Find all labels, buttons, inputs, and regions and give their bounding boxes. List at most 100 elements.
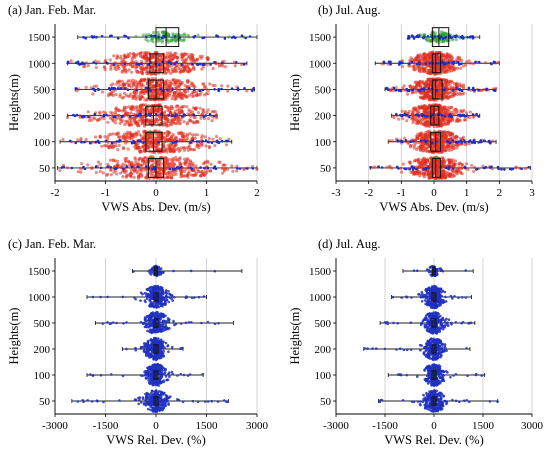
outlier-point [148,114,152,117]
data-point [140,159,144,163]
data-point [134,147,138,151]
data-point [148,141,152,145]
outlier-point [129,115,132,118]
data-point [86,110,90,114]
data-point [158,65,162,69]
data-point [496,60,500,64]
data-point [133,156,137,160]
data-point [117,62,121,67]
data-point [91,140,95,144]
data-point [196,110,200,115]
outlier-point [74,87,78,90]
outlier-point [213,165,217,168]
data-point [179,53,183,57]
data-point [441,160,445,164]
data-point [464,162,469,166]
data-point [171,133,175,137]
outlier-point [426,35,430,38]
data-point [186,121,190,125]
data-point [134,122,138,126]
data-point [441,147,445,151]
data-point [157,114,161,118]
data-point [187,145,191,150]
data-point [514,166,518,170]
data-point [445,112,449,116]
outlier-point [417,89,420,92]
data-point [98,169,102,173]
data-point [164,156,168,160]
data-point [419,96,423,100]
data-point [400,170,404,174]
outlier-point [488,139,491,143]
data-point [195,93,199,97]
y-axis-label: Heights(m) [288,74,302,131]
outlier-point [126,88,130,91]
data-point [193,136,197,140]
data-point [452,113,456,117]
outlier-point [202,115,206,119]
data-point [79,137,83,141]
data-point [134,97,138,101]
data-point [197,169,201,173]
data-point [131,134,135,138]
data-point [123,67,127,71]
y-tick-label: 200 [34,111,51,123]
outlier-point [154,113,158,116]
data-point [423,56,428,60]
data-point [426,123,430,127]
x-axis-label: VWS Abs. Dev. (m/s) [379,200,488,214]
data-point [176,63,180,68]
outlier-point [451,139,455,142]
data-point [125,81,129,85]
data-point [168,53,173,57]
data-point [174,90,179,95]
outlier-point [510,168,513,171]
data-point [373,165,377,169]
data-point [122,105,126,109]
data-point [439,105,443,109]
data-point [131,168,135,172]
data-point [190,110,195,114]
data-point [446,130,450,134]
data-point [417,67,421,71]
data-point [144,51,148,55]
data-point [423,146,427,150]
data-point [120,63,124,67]
data-point [101,90,105,94]
outlier-point [433,35,437,38]
data-point [226,89,230,93]
data-point [199,56,203,60]
data-point [182,120,186,124]
data-point [132,90,136,94]
data-point [405,92,410,96]
y-tick-label: 500 [315,84,332,96]
data-point [84,85,88,90]
outlier-point [427,166,430,170]
outlier-point [230,87,234,90]
data-point [132,64,136,68]
data-point [129,173,133,178]
data-point [468,110,472,114]
data-point [460,166,464,170]
outlier-point [214,167,218,170]
outlier-point [70,166,74,170]
data-point [93,135,98,139]
data-point [433,161,437,165]
outlier-point [201,139,204,143]
outlier-point [460,36,463,39]
outlier-point [412,88,415,91]
data-point [116,114,120,118]
data-point [162,143,166,147]
data-point [178,162,182,166]
data-point [416,146,420,150]
outlier-point [135,114,138,118]
outlier-point [113,167,117,171]
data-point [441,169,445,173]
data-point [446,119,451,124]
data-point [472,169,476,173]
data-point [401,117,405,121]
data-point [135,105,139,109]
outlier-point [188,86,191,90]
data-point [441,139,445,143]
data-point [190,81,194,85]
